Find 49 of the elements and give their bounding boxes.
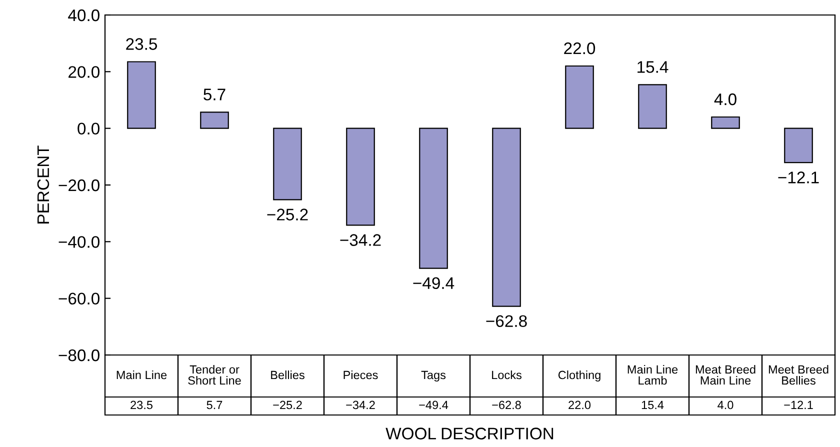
- bar: [273, 128, 302, 200]
- y-tick-label: 20.0: [68, 66, 100, 78]
- y-tick-label: 0.0: [78, 122, 100, 135]
- text: −34.2: [340, 234, 381, 246]
- bar: [638, 84, 667, 129]
- y-tick-label: −60.0: [58, 292, 100, 305]
- data-label: 23.5: [130, 400, 152, 410]
- x-tick-label: Main Line: [116, 370, 167, 380]
- x-axis-title: WOOL DESCRIPTION: [386, 428, 554, 440]
- data-label: 4.0: [718, 400, 734, 410]
- text: −62.8: [486, 315, 527, 328]
- bar: [419, 128, 448, 269]
- data-label: −49.4: [419, 400, 448, 410]
- bar: [346, 128, 375, 226]
- text: −25.2: [267, 208, 308, 220]
- y-tick-label: −80.0: [58, 349, 100, 362]
- data-label: −25.2: [273, 400, 302, 410]
- y-tick-label: 40.0: [68, 9, 100, 22]
- bar: [711, 116, 740, 129]
- data-label: −34.2: [346, 400, 375, 410]
- x-tick-label: Bellies: [271, 370, 304, 380]
- text: 23.5: [126, 38, 158, 50]
- x-tick-label: Clothing: [558, 370, 600, 382]
- bar: [784, 128, 813, 164]
- text: −49.4: [413, 277, 454, 290]
- data-label: 22.0: [568, 400, 591, 410]
- text: 5.7: [204, 88, 226, 100]
- text: 4.0: [714, 93, 736, 106]
- x-tick-label: Main Line Lamb: [628, 364, 678, 385]
- data-label: 5.7: [206, 400, 222, 410]
- bar: [127, 61, 156, 129]
- y-axis-title: PERCENT: [37, 146, 50, 224]
- y-tick-label: −40.0: [58, 236, 100, 248]
- text: 22.0: [564, 42, 596, 54]
- text: 15.4: [638, 61, 668, 73]
- data-label: −62.8: [492, 400, 521, 410]
- text: −12.1: [778, 172, 819, 184]
- x-tick-label: Tags: [421, 370, 446, 382]
- bar: [565, 65, 594, 129]
- x-tick-label: Meet Breed Bellies: [768, 364, 828, 385]
- y-tick-label: −20.0: [58, 179, 100, 192]
- bar: [492, 128, 521, 307]
- bar: [200, 112, 229, 129]
- x-tick-label: Tender or Short Line: [188, 364, 241, 385]
- data-label: −12.1: [784, 400, 813, 410]
- x-tick-label: Locks: [492, 370, 522, 380]
- x-tick-label: Pieces: [344, 370, 378, 380]
- x-tick-label: Meat Breed Main Line: [696, 364, 756, 385]
- data-label: 15.4: [642, 400, 664, 410]
